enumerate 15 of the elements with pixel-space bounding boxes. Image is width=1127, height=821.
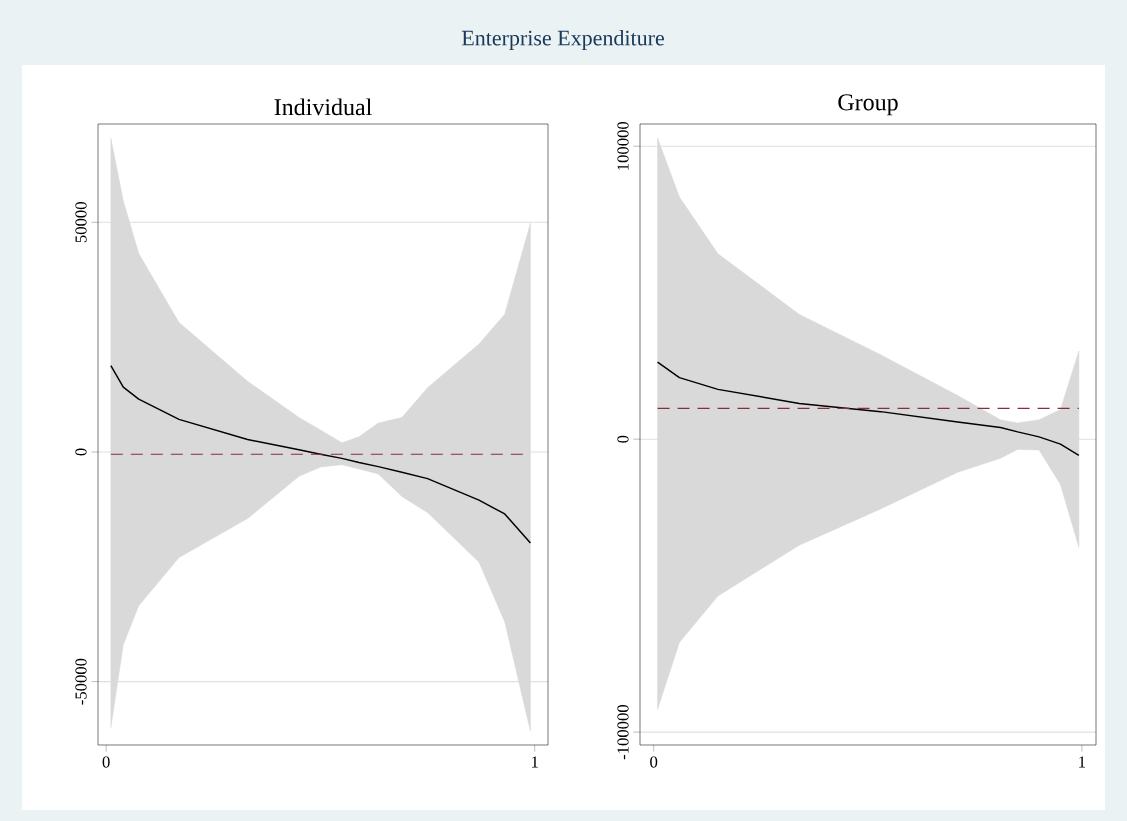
x-tick-label: 1 — [532, 756, 538, 768]
chart-title: Individual — [274, 98, 372, 116]
text: Enterprise Expenditure — [461, 30, 664, 50]
y-tick-label: 100000 — [617, 121, 629, 170]
y-tick-label: 0 — [617, 435, 629, 443]
x-tick-label: 0 — [650, 756, 658, 768]
y-tick-label: -100000 — [617, 704, 629, 760]
y-tick-label: -50000 — [75, 658, 87, 705]
y-tick-label: 0 — [75, 448, 87, 456]
line-series — [656, 361, 1080, 457]
x-tick-label: 0 — [102, 756, 110, 768]
y-tick-label: 50000 — [75, 202, 87, 243]
chart-title: Group — [838, 94, 898, 116]
x-tick-label: 1 — [1079, 756, 1086, 768]
line-series — [110, 364, 532, 544]
